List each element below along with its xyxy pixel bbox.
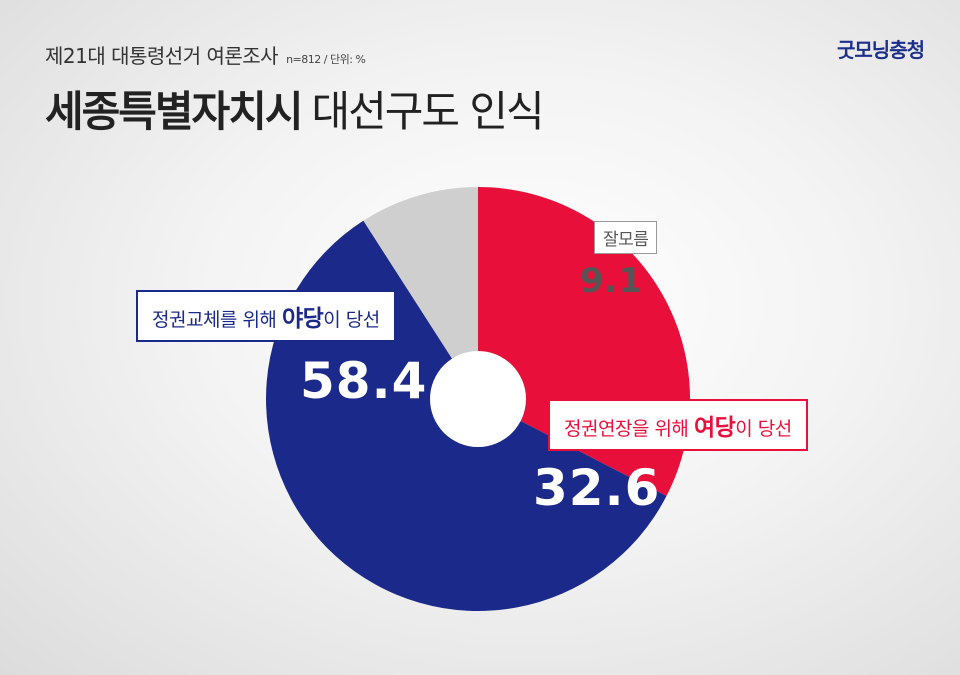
label-opposition: 정권교체를 위해 야당이 당선 [136, 290, 396, 342]
donut-hole [430, 351, 526, 447]
label-opposition-post: 이 당선 [323, 309, 380, 331]
label-ruling-pre: 정권연장을 위해 [564, 418, 694, 440]
sample-note: n=812 / 단위: % [286, 53, 366, 66]
label-opposition-emph: 야당 [281, 306, 324, 332]
survey-name: 제21대 대통령선거 여론조사 [45, 44, 279, 68]
value-opposition: 58.4 [300, 352, 428, 410]
value-dont-know: 9.1 [580, 261, 644, 301]
slice-dont-know [363, 187, 478, 399]
label-ruling-emph: 여당 [693, 415, 736, 441]
label-ruling-post: 이 당선 [735, 418, 792, 440]
title-topic: 대선구도 인식 [311, 87, 544, 136]
brand-logo: 굿모닝충청 [837, 38, 925, 62]
label-opposition-pre: 정권교체를 위해 [152, 309, 282, 331]
label-dont-know-text: 잘모름 [603, 230, 649, 250]
chart-subtitle: 제21대 대통령선거 여론조사 n=812 / 단위: % [45, 40, 366, 69]
chart-title: 세종특별자치시 대선구도 인식 [45, 78, 545, 139]
value-ruling: 32.6 [533, 459, 661, 517]
label-dont-know: 잘모름 [594, 221, 658, 254]
title-region: 세종특별자치시 [45, 87, 303, 136]
label-ruling: 정권연장을 위해 여당이 당선 [548, 399, 808, 451]
